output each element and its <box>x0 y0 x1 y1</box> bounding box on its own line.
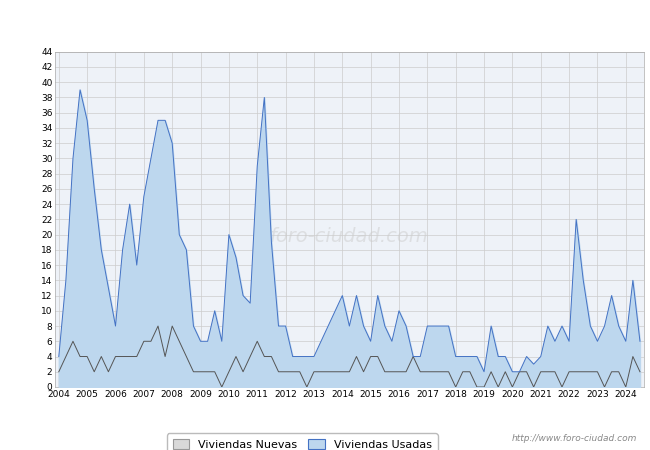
Text: Grijota - Evolucion del Nº de Transacciones Inmobiliarias: Grijota - Evolucion del Nº de Transaccio… <box>118 16 532 31</box>
Legend: Viviendas Nuevas, Viviendas Usadas: Viviendas Nuevas, Viviendas Usadas <box>167 433 437 450</box>
Text: http://www.foro-ciudad.com: http://www.foro-ciudad.com <box>512 434 637 443</box>
Text: foro-ciudad.com: foro-ciudad.com <box>270 227 429 246</box>
